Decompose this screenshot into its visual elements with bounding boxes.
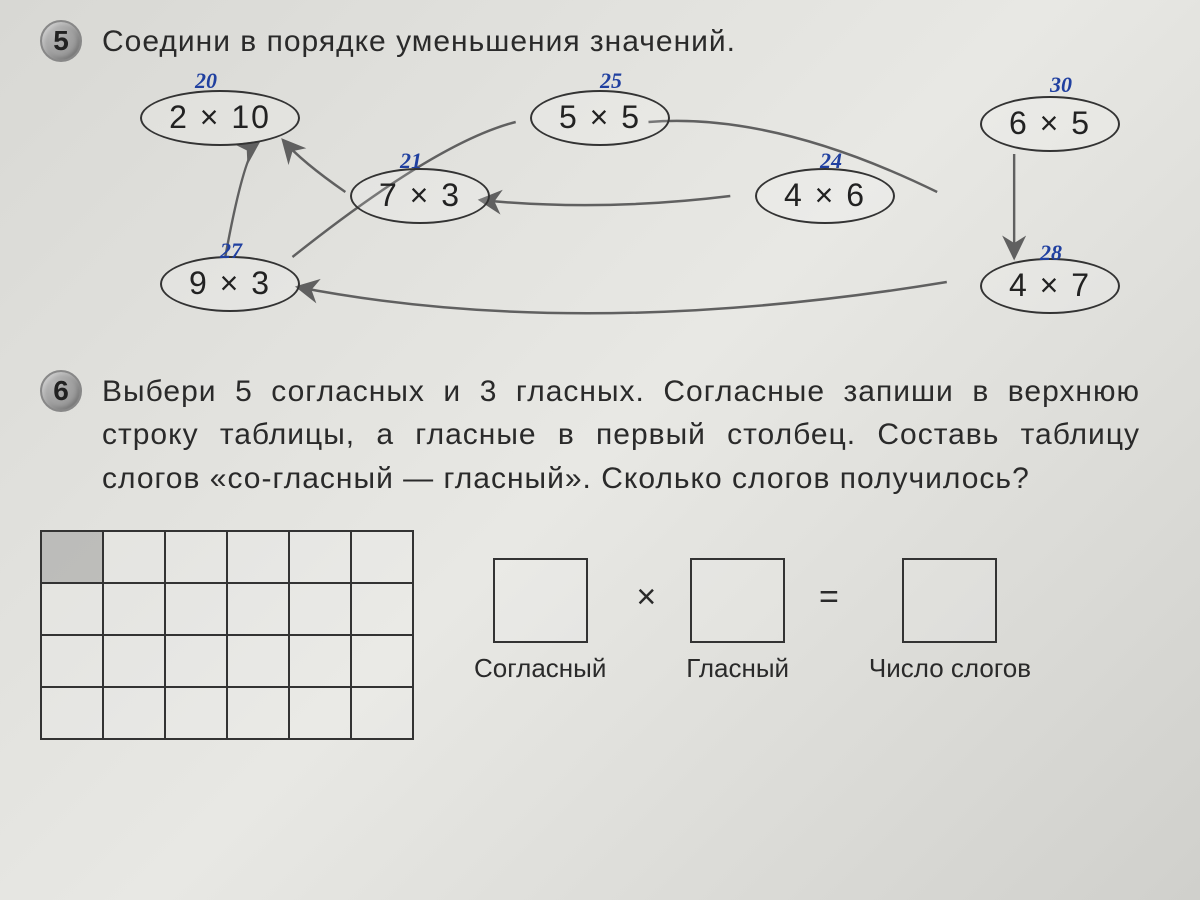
eq-label-result: Число слогов [869,653,1031,684]
bubble-b4: 7 × 3 [350,168,490,224]
task5-bubbles-area: 2 × 10205 × 5256 × 5307 × 3214 × 6249 × … [100,82,1120,352]
bubble-b7: 4 × 7 [980,258,1120,314]
eq-box-consonant[interactable] [493,558,588,643]
bubble-b6: 9 × 3 [160,256,300,312]
grid-cell[interactable] [41,583,103,635]
grid-cell[interactable] [227,635,289,687]
equation-row: Согласный × Гласный = Число слогов [474,558,1031,684]
eq-op-multiply: × [636,578,656,617]
grid-cell[interactable] [41,531,103,583]
handwritten-answer: 21 [400,148,422,174]
grid-cell[interactable] [103,531,165,583]
grid-cell[interactable] [289,687,351,739]
arrow-path [297,282,947,313]
bubble-b2: 5 × 5 [530,90,670,146]
grid-cell[interactable] [227,531,289,583]
grid-cell[interactable] [351,635,413,687]
grid-cell[interactable] [165,635,227,687]
task6-text: Выбери 5 согласных и 3 гласных. Согласны… [102,370,1140,501]
arrow-path [480,196,730,205]
grid-cell[interactable] [165,687,227,739]
grid-cell[interactable] [103,635,165,687]
grid-cell[interactable] [165,583,227,635]
grid-cell[interactable] [351,531,413,583]
grid-cell[interactable] [227,583,289,635]
task5-header: 5 Соедини в порядке уменьшения значений. [40,20,1140,64]
grid-cell[interactable] [351,583,413,635]
grid-cell[interactable] [41,635,103,687]
task5-text: Соедини в порядке уменьшения значений. [102,20,1140,64]
bubble-b5: 4 × 6 [755,168,895,224]
grid-cell[interactable] [103,687,165,739]
eq-op-equals: = [819,578,839,617]
task6-number: 6 [40,370,82,412]
grid-cell[interactable] [227,687,289,739]
task6-header: 6 Выбери 5 согласных и 3 гласных. Соглас… [40,370,1140,501]
grid-cell[interactable] [103,583,165,635]
grid-cell[interactable] [289,583,351,635]
eq-result-group: Число слогов [869,558,1031,684]
syllable-grid [40,530,414,740]
eq-box-vowel[interactable] [690,558,785,643]
bubble-b3: 6 × 5 [980,96,1120,152]
handwritten-answer: 27 [220,238,242,264]
bubble-b1: 2 × 10 [140,90,300,146]
arrow-path [283,140,346,192]
eq-consonant-group: Согласный [474,558,606,684]
task6-bottom-row: Согласный × Гласный = Число слогов [40,530,1140,740]
handwritten-answer: 30 [1050,72,1072,98]
grid-cell[interactable] [351,687,413,739]
eq-label-vowel: Гласный [686,653,789,684]
task5-number: 5 [40,20,82,62]
handwritten-answer: 25 [600,68,622,94]
grid-cell[interactable] [289,635,351,687]
eq-box-result[interactable] [902,558,997,643]
handwritten-answer: 24 [820,148,842,174]
eq-label-consonant: Согласный [474,653,606,684]
handwritten-answer: 20 [195,68,217,94]
eq-vowel-group: Гласный [686,558,789,684]
handwritten-answer: 28 [1040,240,1062,266]
grid-cell[interactable] [165,531,227,583]
grid-cell[interactable] [289,531,351,583]
grid-cell[interactable] [41,687,103,739]
